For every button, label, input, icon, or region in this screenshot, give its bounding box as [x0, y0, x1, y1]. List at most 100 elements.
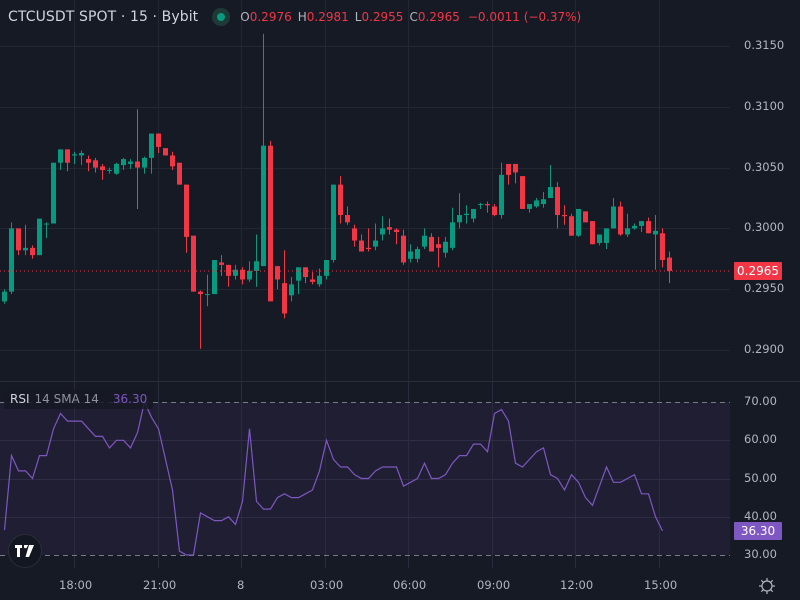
price-tick-label: 0.3050	[744, 159, 785, 174]
candle-body	[639, 221, 644, 226]
rsi-params: 14 SMA 14	[34, 392, 99, 406]
time-tick-label: 09:00	[477, 578, 511, 592]
candle-body	[296, 267, 301, 281]
time-tick-label: 8	[237, 578, 245, 592]
price-tick-label: 0.3150	[744, 38, 785, 52]
symbol-title[interactable]: CTCUSDT SPOT · 15 · Bybit	[8, 9, 199, 25]
candle-body	[163, 148, 168, 156]
candle-body	[121, 159, 126, 166]
candle-body	[345, 215, 350, 223]
rsi-tick-label: 60.00	[744, 432, 777, 447]
open-label: O	[240, 10, 250, 24]
candle-body	[261, 145, 266, 267]
low-label: L	[354, 10, 362, 24]
candle-body	[527, 204, 532, 209]
low-value: 0.2955	[361, 10, 404, 24]
rsi-tick-label: 70.00	[744, 394, 777, 408]
candle-body	[275, 266, 280, 280]
candle-body	[380, 228, 385, 235]
rsi-value: 36.30	[112, 392, 148, 406]
candle-body	[569, 216, 574, 236]
time-tick-label: 12:00	[560, 578, 594, 592]
candle-body	[135, 161, 140, 168]
time-tick-label: 15:00	[644, 578, 678, 592]
candle-body	[219, 262, 224, 265]
candle-body	[2, 291, 7, 302]
candle-body	[436, 244, 441, 248]
price-tick-label: 0.3100	[744, 98, 785, 113]
candle-body	[226, 264, 231, 276]
candle-body	[149, 133, 154, 158]
candle-body	[205, 294, 210, 296]
candle-body	[366, 247, 371, 250]
candle-body	[30, 247, 35, 256]
candle-body	[254, 261, 259, 271]
rsi-line	[3, 400, 664, 556]
symbol-legend: CTCUSDT SPOT · 15 · Bybit O 0.2976 H 0.2…	[8, 7, 581, 27]
candle-body	[401, 235, 406, 263]
rsi-last-value-badge: 36.30	[734, 521, 782, 540]
candle-body	[79, 153, 84, 156]
candle-body	[618, 206, 623, 235]
candle-body	[667, 257, 672, 271]
candle-body	[86, 159, 91, 163]
candle-body	[653, 230, 658, 235]
candle-body	[471, 208, 476, 219]
candle-body	[373, 240, 378, 247]
candle-body	[485, 204, 490, 206]
candle-body	[408, 251, 413, 259]
time-tick-label: 21:00	[143, 578, 177, 592]
candle-body	[37, 218, 42, 256]
candle-body	[184, 184, 189, 237]
open-value: 0.2976	[249, 10, 292, 24]
candle-body	[541, 199, 546, 205]
candle-body	[114, 163, 119, 174]
candle-body	[142, 157, 147, 168]
time-tick-label: 03:00	[310, 578, 344, 592]
rsi-legend[interactable]: RSI 14 SMA 14 36.30	[4, 389, 154, 409]
high-value: 0.2981	[306, 10, 349, 24]
rsi-tick-label: 30.00	[744, 547, 777, 561]
candle-body	[303, 267, 308, 278]
candle-body	[65, 149, 70, 163]
candle-body	[646, 221, 651, 234]
candle-body	[394, 229, 399, 233]
candle-body	[548, 187, 553, 198]
candle-body	[387, 227, 392, 230]
candle-body	[576, 208, 581, 236]
candle-body	[93, 160, 98, 168]
candle-body	[212, 260, 217, 295]
candle-body	[331, 184, 336, 261]
candle-body	[107, 170, 112, 172]
candle-body	[100, 166, 105, 171]
high-label: H	[297, 10, 307, 24]
settings-gear-icon[interactable]	[758, 577, 776, 595]
tradingview-logo[interactable]	[8, 534, 42, 568]
candle-body	[429, 236, 434, 252]
last-price-badge: 0.2965	[734, 261, 782, 280]
candle-body	[590, 221, 595, 245]
candle-body	[632, 225, 637, 229]
candle-body	[177, 162, 182, 185]
candle-body	[310, 279, 315, 282]
candle-body	[58, 149, 63, 163]
close-value: 0.2965	[417, 10, 460, 24]
candle-body	[562, 215, 567, 217]
market-status-icon[interactable]	[212, 8, 231, 26]
price-tick-label: 0.2950	[744, 281, 785, 296]
candle-body	[247, 270, 252, 280]
candle-body	[282, 283, 287, 314]
candle-body	[268, 145, 273, 302]
candle-body	[317, 275, 322, 285]
candle-body	[443, 241, 448, 253]
candle-body	[191, 235, 196, 292]
candle-body	[9, 228, 14, 292]
time-tick-label: 18:00	[59, 578, 93, 592]
candle-body	[16, 228, 21, 251]
candle-body	[464, 213, 469, 216]
candle-body	[597, 234, 602, 243]
candle-body	[44, 223, 49, 225]
candle-body	[611, 206, 616, 229]
